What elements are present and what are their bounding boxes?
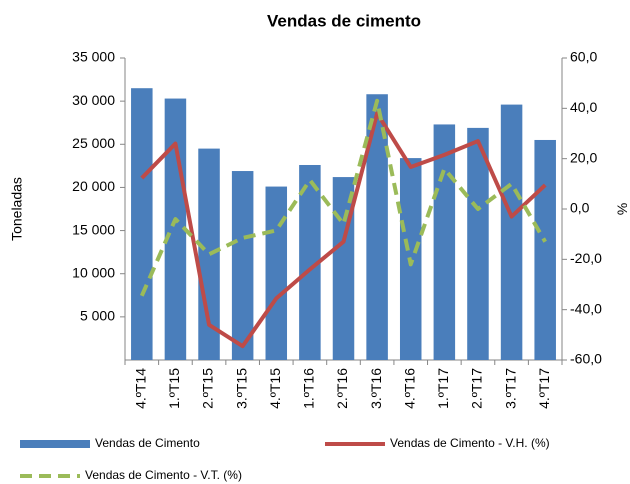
y2-axis-label: % [614, 203, 630, 215]
y2-tick-label: -60,0 [570, 351, 602, 367]
line [140, 111, 547, 349]
y2-tick-label: 40,0 [570, 99, 597, 115]
bar [299, 164, 321, 360]
bar [231, 171, 254, 360]
y-tick-label: 30 000 [72, 92, 115, 108]
chart-title: Vendas de cimento [267, 11, 421, 30]
bar [265, 186, 288, 360]
bar [332, 177, 355, 360]
bar [433, 124, 456, 360]
line [139, 98, 547, 297]
y2-tick-label: -40,0 [570, 300, 602, 316]
x-tick-label: 2.ºT17 [469, 368, 485, 409]
x-tick-label: 3.ºT15 [233, 368, 249, 409]
legend-label: Vendas de Cimento - V.H. (%) [390, 436, 550, 450]
legend-label: Vendas de Cimento [95, 436, 200, 450]
y2-tick-label: 60,0 [570, 49, 597, 65]
bar [467, 127, 489, 361]
bar [500, 104, 523, 360]
x-tick-label: 1.ºT15 [166, 368, 182, 409]
y2-tick-label: -20,0 [570, 250, 602, 266]
x-tick-label: 3.ºT16 [368, 368, 384, 409]
y-tick-label: 35 000 [72, 49, 115, 65]
y-tick-label: 20 000 [72, 178, 115, 194]
y-axis-label: Toneladas [9, 177, 25, 241]
legend-label: Vendas de Cimento - V.T. (%) [85, 468, 242, 482]
bar [366, 94, 388, 361]
x-tick-label: 1.ºT17 [435, 368, 451, 409]
bar [534, 139, 556, 360]
y2-tick-label: 0,0 [570, 200, 590, 216]
x-tick-label: 3.ºT17 [502, 368, 518, 409]
y-tick-label: 5 000 [80, 308, 115, 324]
x-tick-label: 4.ºT16 [401, 368, 417, 409]
bar [198, 148, 220, 360]
bar [131, 88, 153, 360]
y-tick-label: 10 000 [72, 264, 115, 280]
x-tick-label: 2.ºT16 [334, 368, 350, 409]
x-tick-label: 2.ºT15 [200, 368, 216, 409]
x-tick-label: 4.ºT14 [133, 368, 149, 409]
x-tick-label: 1.ºT16 [301, 368, 317, 409]
y-tick-label: 15 000 [72, 221, 115, 237]
x-tick-label: 4.ºT15 [267, 368, 283, 409]
y2-tick-label: 20,0 [570, 149, 597, 165]
x-tick-label: 4.ºT17 [536, 368, 552, 409]
y-tick-label: 25 000 [72, 135, 115, 151]
legend-swatch [20, 440, 90, 448]
